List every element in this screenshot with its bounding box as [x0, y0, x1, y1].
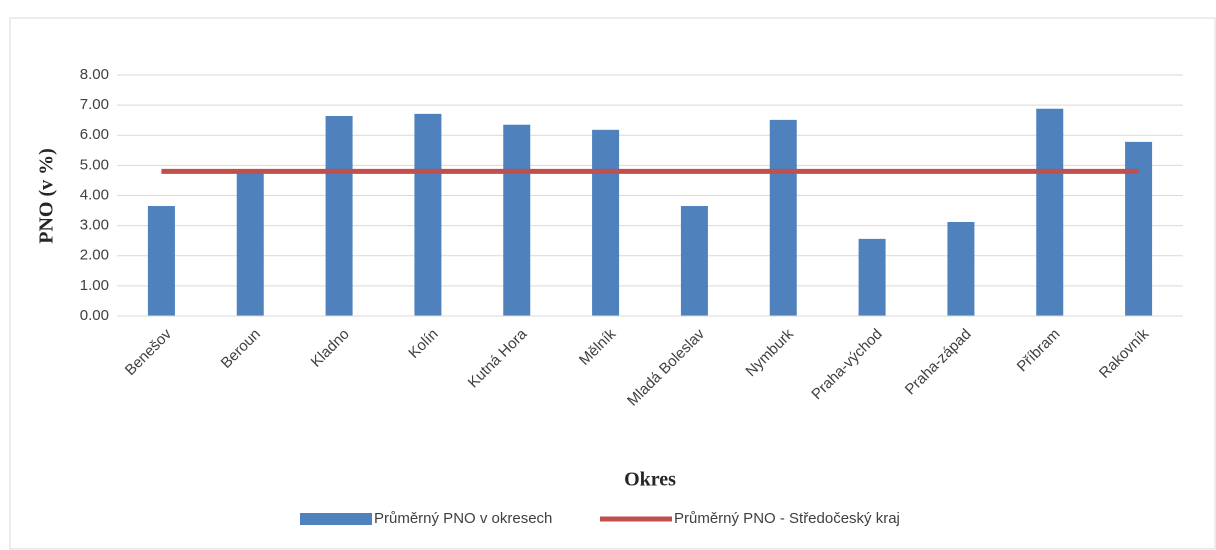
bar [147, 206, 175, 316]
x-tick-label: Mladá Boleslav [624, 325, 708, 409]
y-tick-label: 7.00 [80, 96, 109, 113]
x-tick-label: Příbram [1014, 326, 1064, 376]
x-tick-label: Praha-východ [808, 326, 885, 403]
y-tick-label: 1.00 [80, 277, 109, 294]
x-tick-label: Praha-západ [902, 326, 975, 399]
x-tick-label: Kutná Hora [465, 325, 531, 391]
x-tick-label: Benešov [122, 325, 176, 379]
y-tick-label: 2.00 [80, 247, 109, 264]
bar [858, 238, 886, 316]
bar [503, 124, 531, 316]
bar [325, 115, 353, 316]
legend-swatch [300, 513, 372, 525]
x-tick-label: Kolín [405, 326, 441, 362]
y-tick-label: 6.00 [80, 126, 109, 143]
x-tick-label: Nymburk [742, 325, 797, 380]
y-tick-label: 4.00 [80, 186, 109, 203]
x-axis-title: Okres [624, 469, 676, 491]
x-tick-label: Rakovník [1096, 325, 1153, 382]
y-tick-label: 5.00 [80, 156, 109, 173]
bar [947, 222, 975, 316]
bar [414, 113, 442, 316]
x-tick-label: Beroun [218, 326, 264, 372]
bar [1125, 141, 1153, 316]
y-axis-title: PNO (v %) [36, 148, 58, 244]
chart-frame [9, 17, 1216, 550]
bar [680, 206, 708, 316]
bar [769, 119, 797, 316]
x-tick-label: Kladno [308, 326, 353, 371]
y-tick-label: 3.00 [80, 217, 109, 234]
y-tick-label: 0.00 [80, 307, 109, 324]
bar [1036, 108, 1064, 317]
y-tick-label: 8.00 [80, 66, 109, 83]
legend-label: Průměrný PNO - Středočeský kraj [674, 510, 900, 527]
bar [592, 129, 620, 316]
x-tick-label: Mělník [576, 325, 620, 369]
bar [236, 169, 264, 316]
legend-label: Průměrný PNO v okresech [374, 510, 552, 527]
